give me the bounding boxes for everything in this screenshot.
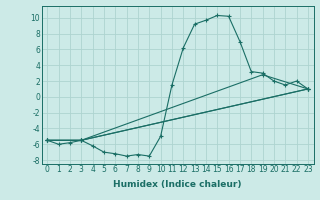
X-axis label: Humidex (Indice chaleur): Humidex (Indice chaleur): [113, 180, 242, 189]
